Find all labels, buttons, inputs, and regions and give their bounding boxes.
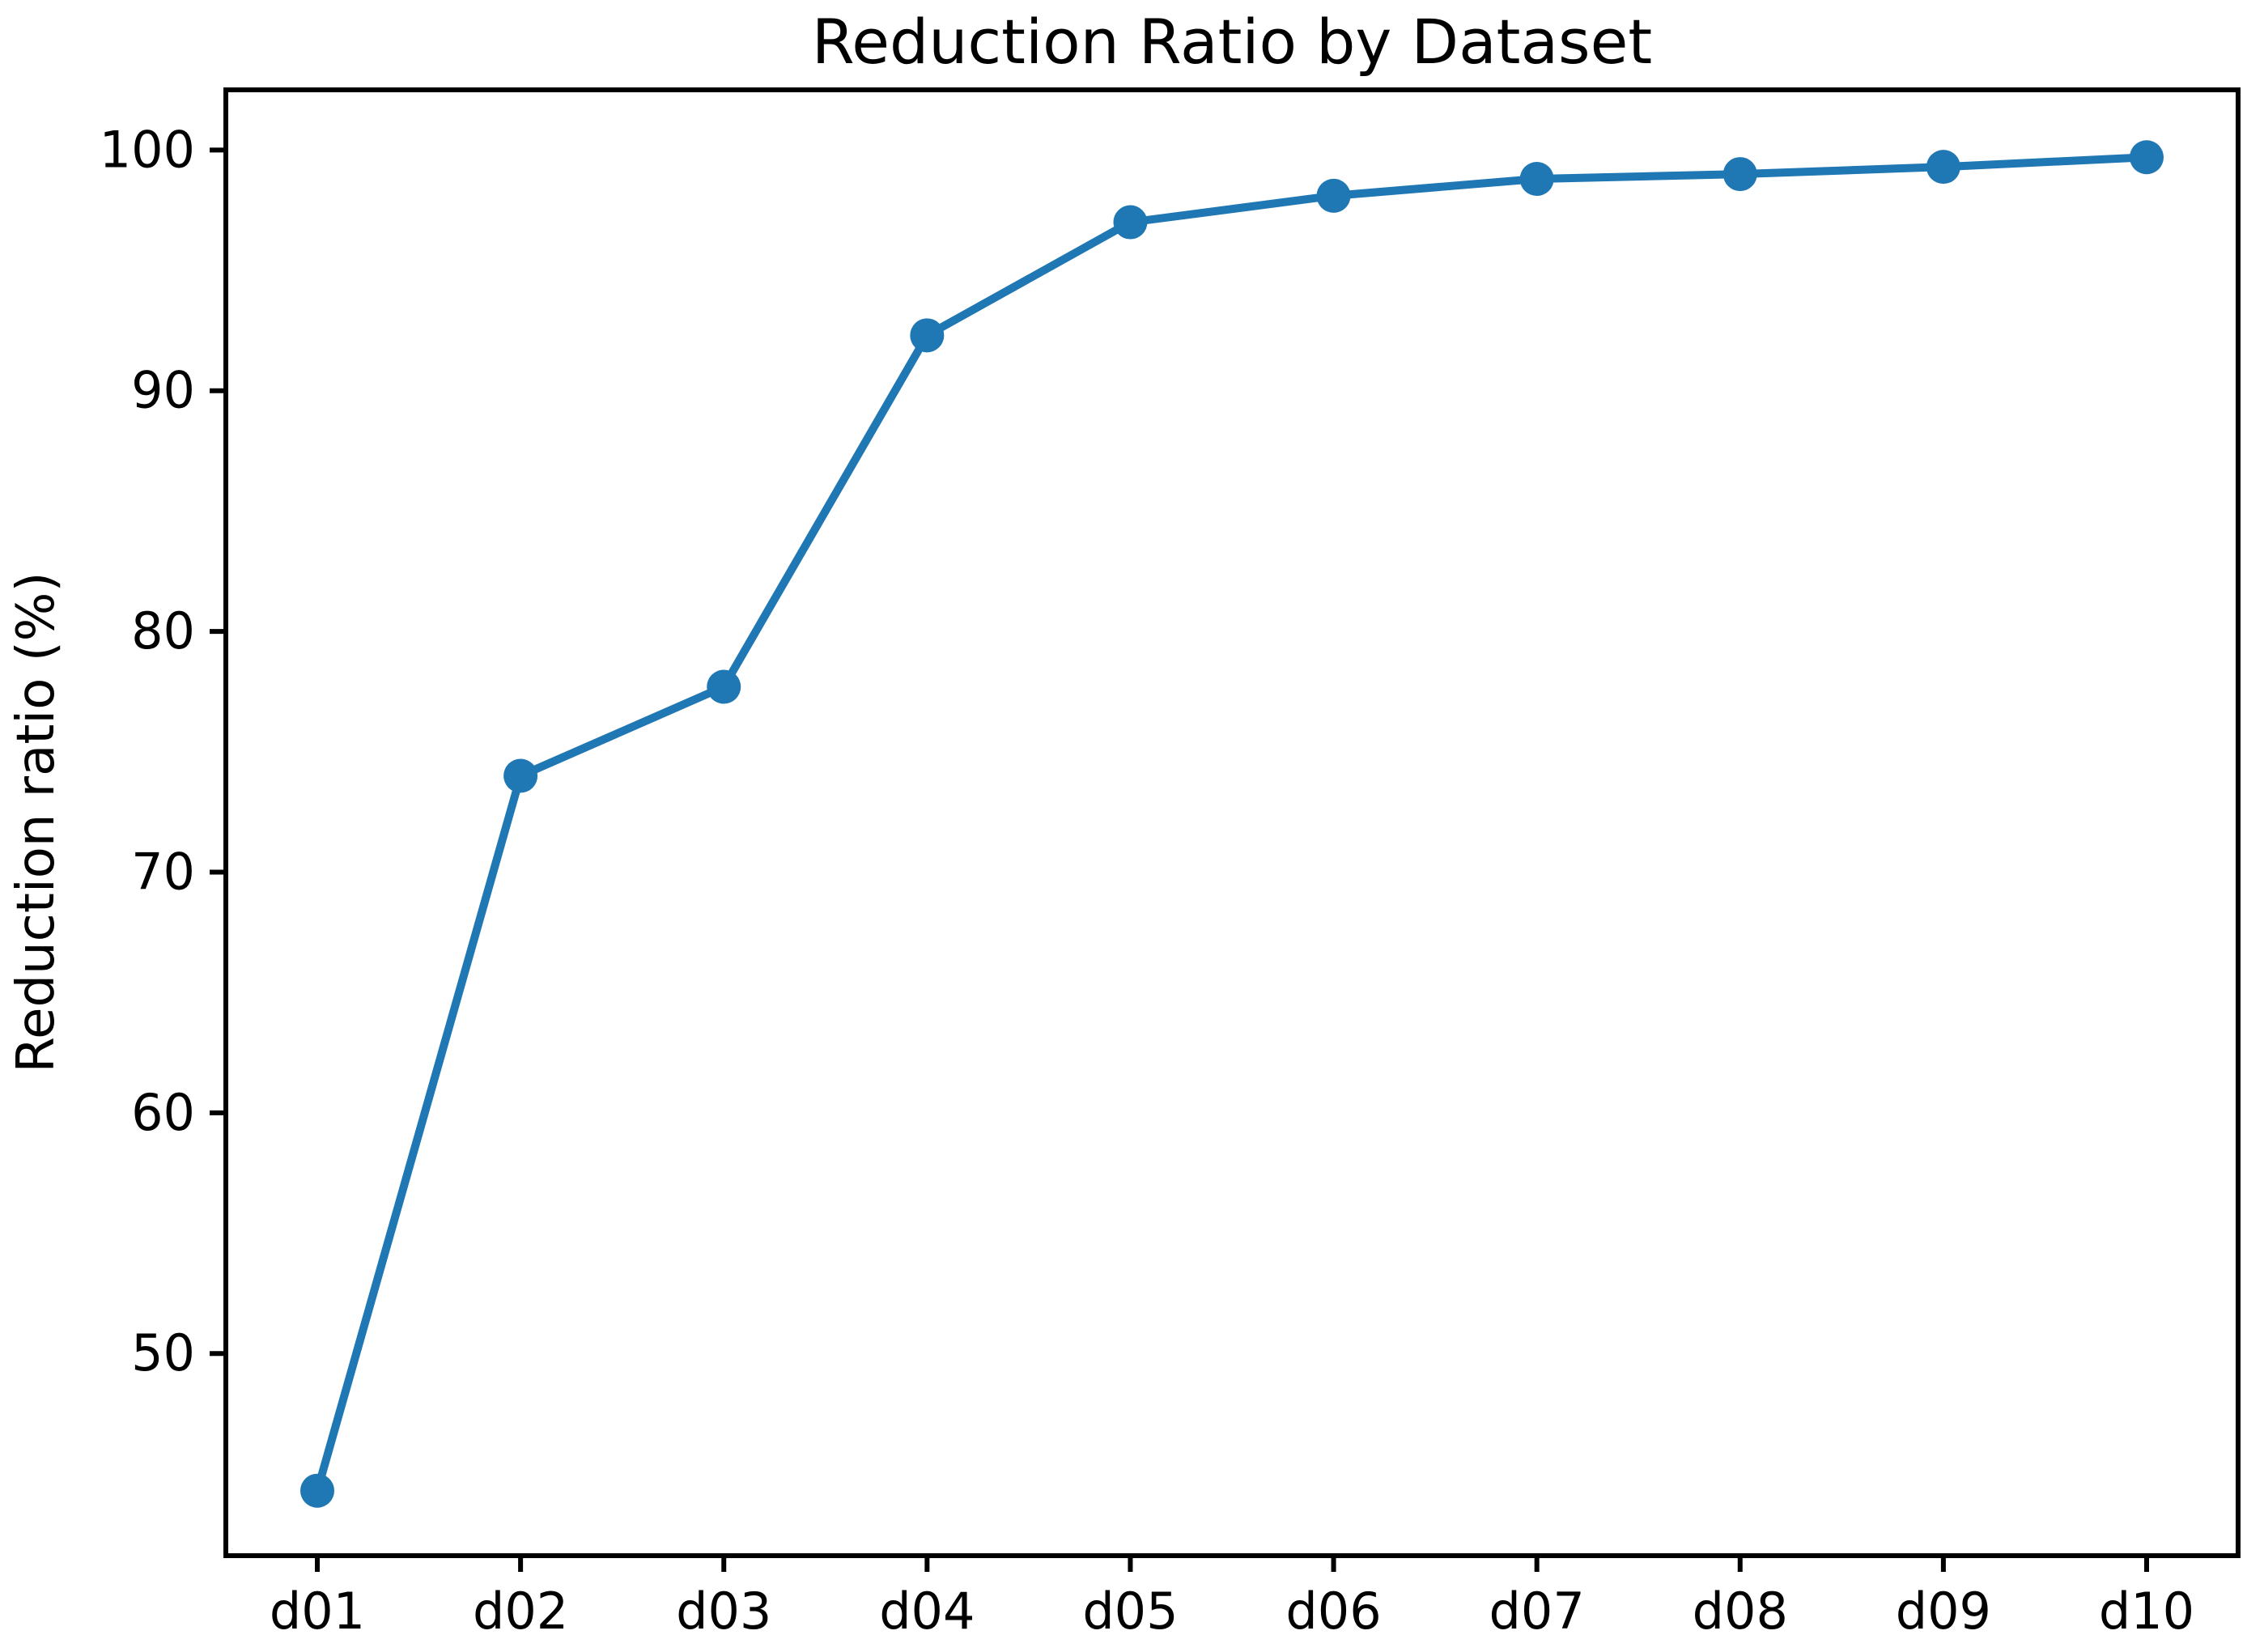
- data-point-marker: [1519, 162, 1554, 197]
- x-tick-label: d08: [1693, 1582, 1788, 1641]
- x-tick-label: d09: [1896, 1582, 1991, 1641]
- x-tick-label: d01: [270, 1582, 365, 1641]
- x-tick-label: d05: [1082, 1582, 1178, 1641]
- data-point-marker: [300, 1473, 334, 1508]
- y-axis-label: Reduction ratio (%): [6, 572, 66, 1073]
- data-point-marker: [2130, 140, 2164, 175]
- data-point-marker: [1316, 178, 1351, 213]
- y-tick-label: 80: [131, 601, 195, 660]
- data-point-marker: [503, 758, 538, 793]
- chart-title: Reduction Ratio by Dataset: [812, 6, 1652, 78]
- series-line: [313, 153, 2151, 1495]
- x-tick-label: d04: [879, 1582, 975, 1641]
- y-tick-label: 70: [131, 842, 195, 901]
- y-tick-label: 60: [131, 1083, 195, 1142]
- x-tick-label: d10: [2099, 1582, 2194, 1641]
- data-point-marker: [1722, 157, 1757, 192]
- x-tick-label: d03: [676, 1582, 771, 1641]
- y-tick-label: 50: [131, 1323, 195, 1382]
- data-point-marker: [1113, 205, 1148, 240]
- x-tick-label: d02: [473, 1582, 568, 1641]
- data-point-marker: [707, 669, 741, 704]
- plot-border: [223, 87, 2241, 1558]
- x-tick-label: d07: [1489, 1582, 1585, 1641]
- x-tick-label: d06: [1285, 1582, 1381, 1641]
- data-point-marker: [1926, 150, 1960, 185]
- data-point-marker: [910, 318, 945, 353]
- y-tick-label: 100: [100, 120, 195, 179]
- data-series: [300, 140, 2164, 1508]
- y-tick-label: 90: [131, 361, 195, 420]
- axes: 50 60 70 80 90 100 d01 d02 d03 d04 d05 d06 d07 d08 d09…: [100, 87, 2241, 1641]
